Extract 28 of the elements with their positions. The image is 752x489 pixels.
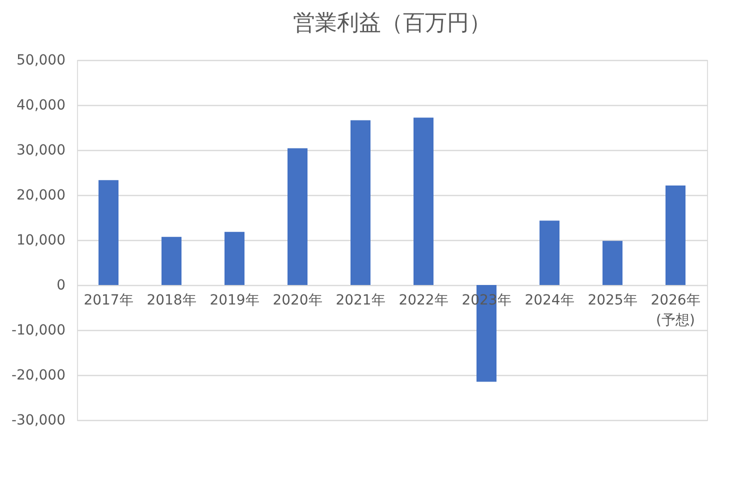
- bar: [414, 118, 434, 285]
- y-tick-label: -30,000: [11, 412, 66, 428]
- y-tick-label: 20,000: [16, 188, 66, 204]
- y-tick-label: 30,000: [16, 142, 66, 158]
- x-tick-label: 2026年 (予想): [650, 292, 700, 328]
- y-tick-label: -10,000: [11, 322, 66, 338]
- y-tick-label: 40,000: [16, 98, 66, 114]
- bar: [666, 186, 686, 285]
- y-tick-label: 10,000: [16, 232, 66, 248]
- x-tick-label: 2021年: [336, 292, 386, 308]
- bar: [224, 232, 244, 285]
- bar: [288, 148, 308, 285]
- x-tick-label: 2017年: [84, 292, 134, 308]
- bar: [602, 240, 622, 285]
- bar: [98, 180, 118, 285]
- bar: [162, 236, 182, 285]
- y-tick-label: 0: [56, 278, 66, 294]
- x-tick-label: 2025年: [588, 292, 638, 308]
- x-tick-label: 2018年: [146, 292, 196, 308]
- x-tick-label: 2019年: [210, 292, 260, 308]
- bar: [540, 220, 560, 285]
- y-tick-label: -20,000: [11, 368, 66, 384]
- x-tick-label: 2020年: [272, 292, 322, 308]
- chart-title: 営業利益（百万円）: [293, 11, 491, 36]
- bar: [350, 120, 370, 285]
- x-tick-label: 2022年: [398, 292, 448, 308]
- y-tick-label: 50,000: [16, 52, 66, 68]
- x-tick-label: 2024年: [524, 292, 574, 308]
